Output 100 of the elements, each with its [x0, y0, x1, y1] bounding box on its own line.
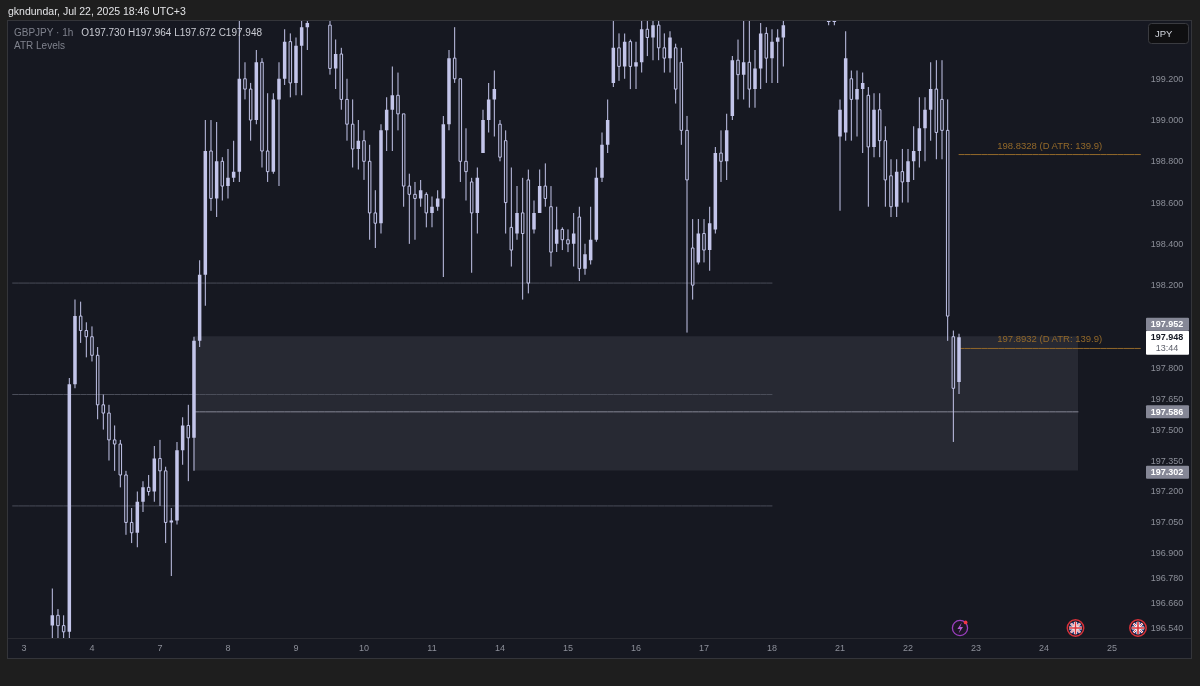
x-tick-label: 8: [225, 643, 231, 653]
text: GBPJPY · 1h: [14, 26, 74, 38]
candlestick: [61, 614, 66, 638]
candlestick: [396, 72, 400, 131]
y-tick-label: 197.800: [1150, 362, 1184, 373]
text: 197.586: [1150, 406, 1184, 417]
candlestick: [951, 330, 956, 443]
x-tick-label: 3: [21, 643, 27, 653]
candlestick: [288, 32, 293, 98]
candlestick: [345, 78, 349, 142]
candlestick: [107, 404, 111, 462]
candlestick: [651, 21, 655, 61]
candlestick: [702, 218, 706, 263]
candlestick: [209, 119, 213, 212]
candlestick: [141, 481, 145, 513]
candlestick: [764, 26, 769, 84]
candlestick: [860, 72, 865, 154]
candlestick: [645, 21, 650, 57]
x-tick-label: 21: [835, 643, 846, 653]
candlestick: [243, 61, 247, 100]
x-tick-label: 24: [1039, 643, 1050, 653]
x-tick-label: 15: [562, 643, 574, 653]
y-tick-label: 197.200: [1150, 486, 1184, 497]
candlestick: [923, 97, 927, 162]
series-label: 198.8328 (D ATR: 139.9): [997, 139, 1103, 151]
candlestick: [543, 162, 548, 208]
y-tick-label: 199.000: [1150, 115, 1184, 126]
x-tick-label: 16: [630, 643, 642, 653]
candlestick: [498, 119, 502, 162]
candlestick: [56, 608, 60, 638]
candlestick: [583, 243, 587, 275]
x-tick-label: 23: [971, 643, 982, 653]
x-tick-label: 17: [699, 643, 710, 653]
candlestick: [277, 62, 281, 187]
candlestick: [775, 29, 780, 83]
candlestick: [350, 98, 355, 169]
y-tick-label: 198.400: [1150, 238, 1184, 249]
candlestick: [90, 325, 94, 362]
candlestick: [566, 228, 570, 253]
candlestick: [549, 185, 553, 268]
candlestick: [889, 158, 893, 218]
y-tick-label: 197.500: [1150, 424, 1184, 435]
candlestick: [855, 70, 859, 137]
candlestick: [600, 132, 604, 182]
candlestick: [163, 466, 168, 544]
candlestick: [719, 129, 723, 183]
x-tick-label: 22: [903, 643, 914, 653]
text: 197.302: [1150, 467, 1184, 478]
candlestick: [872, 93, 876, 158]
x-tick-label: 7: [157, 643, 163, 653]
annotation: ATR Levels: [14, 39, 65, 51]
candlestick: [248, 82, 253, 142]
y-tick-label: 197.650: [1150, 393, 1184, 404]
y-tick-label: 196.540: [1150, 622, 1184, 633]
candlestick: [146, 474, 151, 497]
candlestick: [220, 156, 225, 202]
candlestick: [503, 129, 508, 235]
candlestick: [690, 218, 695, 301]
candlestick: [469, 177, 474, 274]
text: 197.952: [1150, 319, 1184, 330]
candlestick: [617, 32, 621, 82]
candlestick: [226, 148, 230, 199]
candlestick: [129, 507, 134, 544]
x-tick-label: 25: [1107, 643, 1118, 653]
text: 197.948: [1150, 332, 1184, 343]
candlestick: [328, 21, 332, 76]
candlestick: [945, 98, 950, 342]
candlestick: [577, 206, 582, 282]
candlestick: [753, 49, 757, 108]
candlestick: [186, 404, 191, 482]
y-tick-label: 197.350: [1150, 455, 1184, 466]
candlestick: [339, 47, 344, 111]
x-tick-label: 9: [293, 643, 299, 653]
y-axis-title: JPY: [1155, 28, 1174, 39]
x-tick-label: 14: [494, 643, 506, 653]
candlestick: [413, 181, 417, 241]
candlestick: [866, 86, 871, 208]
candlestick: [260, 57, 264, 169]
candlestick: [560, 226, 565, 251]
y-tick-label: 196.780: [1150, 573, 1184, 584]
candlestick: [747, 21, 752, 109]
candlestick: [169, 508, 174, 577]
candlestick: [509, 167, 514, 268]
series-label: 197.8932 (D ATR: 139.9): [997, 333, 1103, 345]
candlestick: [736, 39, 740, 100]
x-tick-label: 10: [358, 643, 369, 653]
candlestick: [634, 41, 638, 90]
candlestick: [265, 92, 270, 183]
candlestick: [934, 59, 939, 160]
chart-title: gkndundar, Jul 22, 2025 18:46 UTC+3: [8, 5, 186, 17]
x-tick-label: 18: [767, 643, 778, 653]
y-tick-label: 197.050: [1150, 517, 1184, 528]
candlestick: [515, 186, 519, 240]
candlestick: [685, 115, 689, 334]
candlestick: [430, 196, 434, 228]
y-tick-label: 198.200: [1150, 280, 1184, 291]
candlestick: [158, 439, 162, 507]
x-tick-label: 11: [427, 643, 437, 653]
x-tick-label: 4: [89, 643, 95, 653]
y-tick-label: 198.600: [1150, 197, 1184, 208]
